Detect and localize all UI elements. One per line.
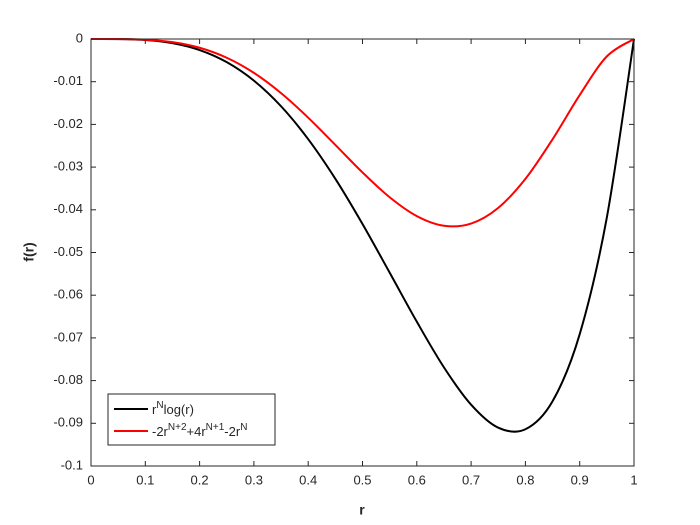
x-tick-label: 0.3 (245, 472, 263, 487)
x-tick-label: 0.4 (299, 472, 317, 487)
y-tick-label: -0.06 (53, 287, 83, 302)
y-tick-label: -0.03 (53, 159, 83, 174)
x-tick-label: 1 (630, 472, 637, 487)
x-axis-label: r (359, 502, 365, 518)
x-tick-label: 0.1 (136, 472, 154, 487)
legend-label: rNlog(r) (152, 400, 194, 418)
legend: rNlog(r) -2rN+2+4rN+1-2rN (107, 393, 276, 446)
y-tick-label: -0.08 (53, 372, 83, 387)
x-tick-label: 0.8 (516, 472, 534, 487)
x-tick-label: 0.9 (571, 472, 589, 487)
legend-box (107, 393, 276, 446)
legend-label: -2rN+2+4rN+1-2rN (152, 422, 247, 440)
y-tick-label: -0.04 (53, 201, 83, 216)
axes-box (90, 38, 635, 467)
y-tick-label: -0.09 (53, 415, 83, 430)
x-tick-label: 0 (87, 472, 94, 487)
x-tick-label: 0.7 (462, 472, 480, 487)
x-tick-label: 0.6 (408, 472, 426, 487)
y-tick-label: -0.02 (53, 116, 83, 131)
x-tick-label: 0.2 (191, 472, 209, 487)
y-tick-label: 0 (76, 30, 83, 45)
y-tick-label: -0.01 (53, 73, 83, 88)
line-series (90, 37, 635, 433)
line-series (90, 37, 635, 228)
y-tick-label: -0.05 (53, 244, 83, 259)
x-tick-label: 0.5 (353, 472, 371, 487)
y-axis-label: f(r) (21, 242, 37, 261)
y-tick-label: -0.07 (53, 329, 83, 344)
y-tick-label: -0.1 (61, 457, 83, 472)
